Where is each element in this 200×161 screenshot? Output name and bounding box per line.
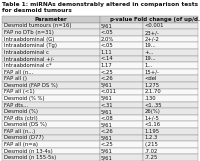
- Text: Table 1: miRNAs demonstrably altered in comparison tests for desmoid tumours: Table 1: miRNAs demonstrably altered in …: [2, 2, 198, 13]
